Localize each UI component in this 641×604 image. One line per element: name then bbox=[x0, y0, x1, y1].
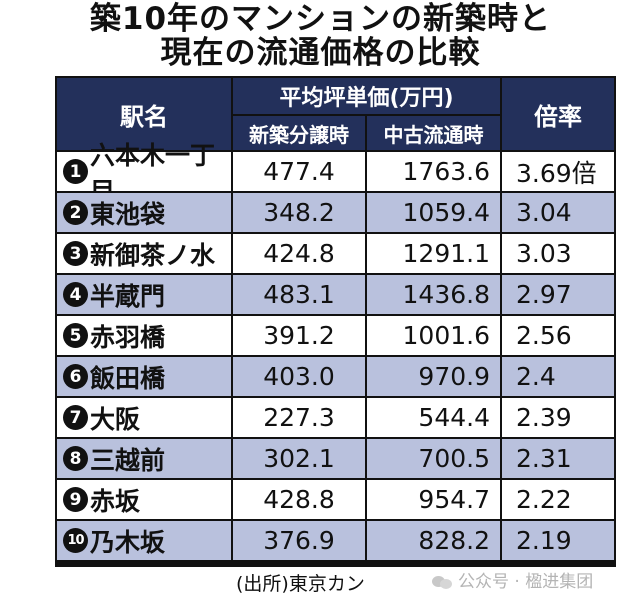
table-row: 9 赤坂 428.8 954.7 2.22 bbox=[57, 480, 614, 519]
used-market-price-cell: 1763.6 bbox=[367, 152, 500, 191]
rank-number-badge: 10 bbox=[63, 528, 88, 553]
rank-number-badge: 1 bbox=[63, 159, 88, 184]
ratio-cell: 2.97 bbox=[502, 275, 614, 314]
station-cell: 4 半蔵門 bbox=[57, 275, 231, 314]
new-sale-price-cell: 302.1 bbox=[233, 439, 365, 478]
table-row: 7 大阪 227.3 544.4 2.39 bbox=[57, 398, 614, 437]
station-cell: 2 東池袋 bbox=[57, 193, 231, 232]
rank-number-badge: 3 bbox=[63, 241, 88, 266]
ratio-cell: 2.19 bbox=[502, 521, 614, 560]
used-market-price-cell: 1001.6 bbox=[367, 316, 500, 355]
ratio-cell: 2.4 bbox=[502, 357, 614, 396]
ratio-cell: 3.04 bbox=[502, 193, 614, 232]
source-note: (出所)東京カン bbox=[236, 573, 365, 595]
used-market-price-cell: 954.7 bbox=[367, 480, 500, 519]
new-sale-price-cell: 391.2 bbox=[233, 316, 365, 355]
table-row: 5 赤羽橋 391.2 1001.6 2.56 bbox=[57, 316, 614, 355]
ratio-cell: 2.31 bbox=[502, 439, 614, 478]
ratio-cell: 3.03 bbox=[502, 234, 614, 273]
station-name: 大阪 bbox=[90, 404, 141, 434]
rank-number-badge: 5 bbox=[63, 323, 88, 348]
station-cell: 8 三越前 bbox=[57, 439, 231, 478]
new-sale-price-cell: 376.9 bbox=[233, 521, 365, 560]
used-market-price-cell: 1059.4 bbox=[367, 193, 500, 232]
header-ratio: 倍率 bbox=[502, 78, 614, 150]
page-title: 築10年のマンションの新築時と 現在の流通価格の比較 bbox=[0, 2, 641, 70]
used-market-price-cell: 544.4 bbox=[367, 398, 500, 437]
table-row: 10 乃木坂 376.9 828.2 2.19 bbox=[57, 521, 614, 560]
rank-number-badge: 6 bbox=[63, 364, 88, 389]
header-average-price: 平均坪単価(万円) bbox=[233, 78, 500, 114]
used-market-price-cell: 700.5 bbox=[367, 439, 500, 478]
station-cell: 6 飯田橋 bbox=[57, 357, 231, 396]
ratio-cell: 2.39 bbox=[502, 398, 614, 437]
station-name: 赤坂 bbox=[90, 486, 141, 516]
rank-number-badge: 8 bbox=[63, 446, 88, 471]
table-row: 2 東池袋 348.2 1059.4 3.04 bbox=[57, 193, 614, 232]
new-sale-price-cell: 428.8 bbox=[233, 480, 365, 519]
rank-number-badge: 7 bbox=[63, 405, 88, 430]
new-sale-price-cell: 403.0 bbox=[233, 357, 365, 396]
title-line-2: 現在の流通価格の比較 bbox=[160, 35, 481, 71]
ratio-cell: 2.22 bbox=[502, 480, 614, 519]
ratio-cell: 3.69倍 bbox=[502, 152, 614, 191]
table-row: 8 三越前 302.1 700.5 2.31 bbox=[57, 439, 614, 478]
table-row: 3 新御茶ノ水 424.8 1291.1 3.03 bbox=[57, 234, 614, 273]
used-market-price-cell: 828.2 bbox=[367, 521, 500, 560]
table-row: 1 六本木一丁目 477.4 1763.6 3.69倍 bbox=[57, 141, 614, 206]
watermark-text: 公众号 · 楹进集团 bbox=[458, 572, 594, 592]
header-used-market: 中古流通時 bbox=[367, 116, 500, 150]
watermark: 公众号 · 楹进集团 bbox=[432, 570, 593, 594]
header-new-sale: 新築分譲時 bbox=[233, 116, 365, 150]
wechat-icon bbox=[432, 574, 452, 590]
new-sale-price-cell: 483.1 bbox=[233, 275, 365, 314]
title-line-1: 築10年のマンションの新築時と bbox=[89, 1, 552, 37]
station-name: 赤羽橋 bbox=[90, 322, 166, 352]
used-market-price-cell: 1436.8 bbox=[367, 275, 500, 314]
station-name: 東池袋 bbox=[90, 199, 166, 229]
station-name: 三越前 bbox=[90, 445, 166, 475]
station-cell: 7 大阪 bbox=[57, 398, 231, 437]
new-sale-price-cell: 424.8 bbox=[233, 234, 365, 273]
station-name: 半蔵門 bbox=[90, 281, 166, 311]
table-row: 6 飯田橋 403.0 970.9 2.4 bbox=[57, 357, 614, 396]
new-sale-price-cell: 477.4 bbox=[233, 152, 365, 191]
station-cell: 3 新御茶ノ水 bbox=[57, 234, 231, 273]
station-cell: 10 乃木坂 bbox=[57, 521, 231, 560]
table-row: 4 半蔵門 483.1 1436.8 2.97 bbox=[57, 275, 614, 314]
ratio-cell: 2.56 bbox=[502, 316, 614, 355]
station-name: 飯田橋 bbox=[90, 363, 166, 393]
price-comparison-table: 駅名 平均坪単価(万円) 新築分譲時 中古流通時 倍率 1 六本木一丁目 477.4… bbox=[55, 76, 616, 567]
station-name: 新御茶ノ水 bbox=[90, 240, 216, 270]
used-market-price-cell: 1291.1 bbox=[367, 234, 500, 273]
new-sale-price-cell: 348.2 bbox=[233, 193, 365, 232]
header-station: 駅名 bbox=[57, 78, 231, 150]
rank-number-badge: 4 bbox=[63, 282, 88, 307]
station-cell: 1 六本木一丁目 bbox=[57, 141, 231, 206]
station-name: 乃木坂 bbox=[90, 527, 166, 557]
station-cell: 9 赤坂 bbox=[57, 480, 231, 519]
station-cell: 5 赤羽橋 bbox=[57, 316, 231, 355]
rank-number-badge: 2 bbox=[63, 200, 88, 225]
used-market-price-cell: 970.9 bbox=[367, 357, 500, 396]
rank-number-badge: 9 bbox=[63, 487, 88, 512]
new-sale-price-cell: 227.3 bbox=[233, 398, 365, 437]
